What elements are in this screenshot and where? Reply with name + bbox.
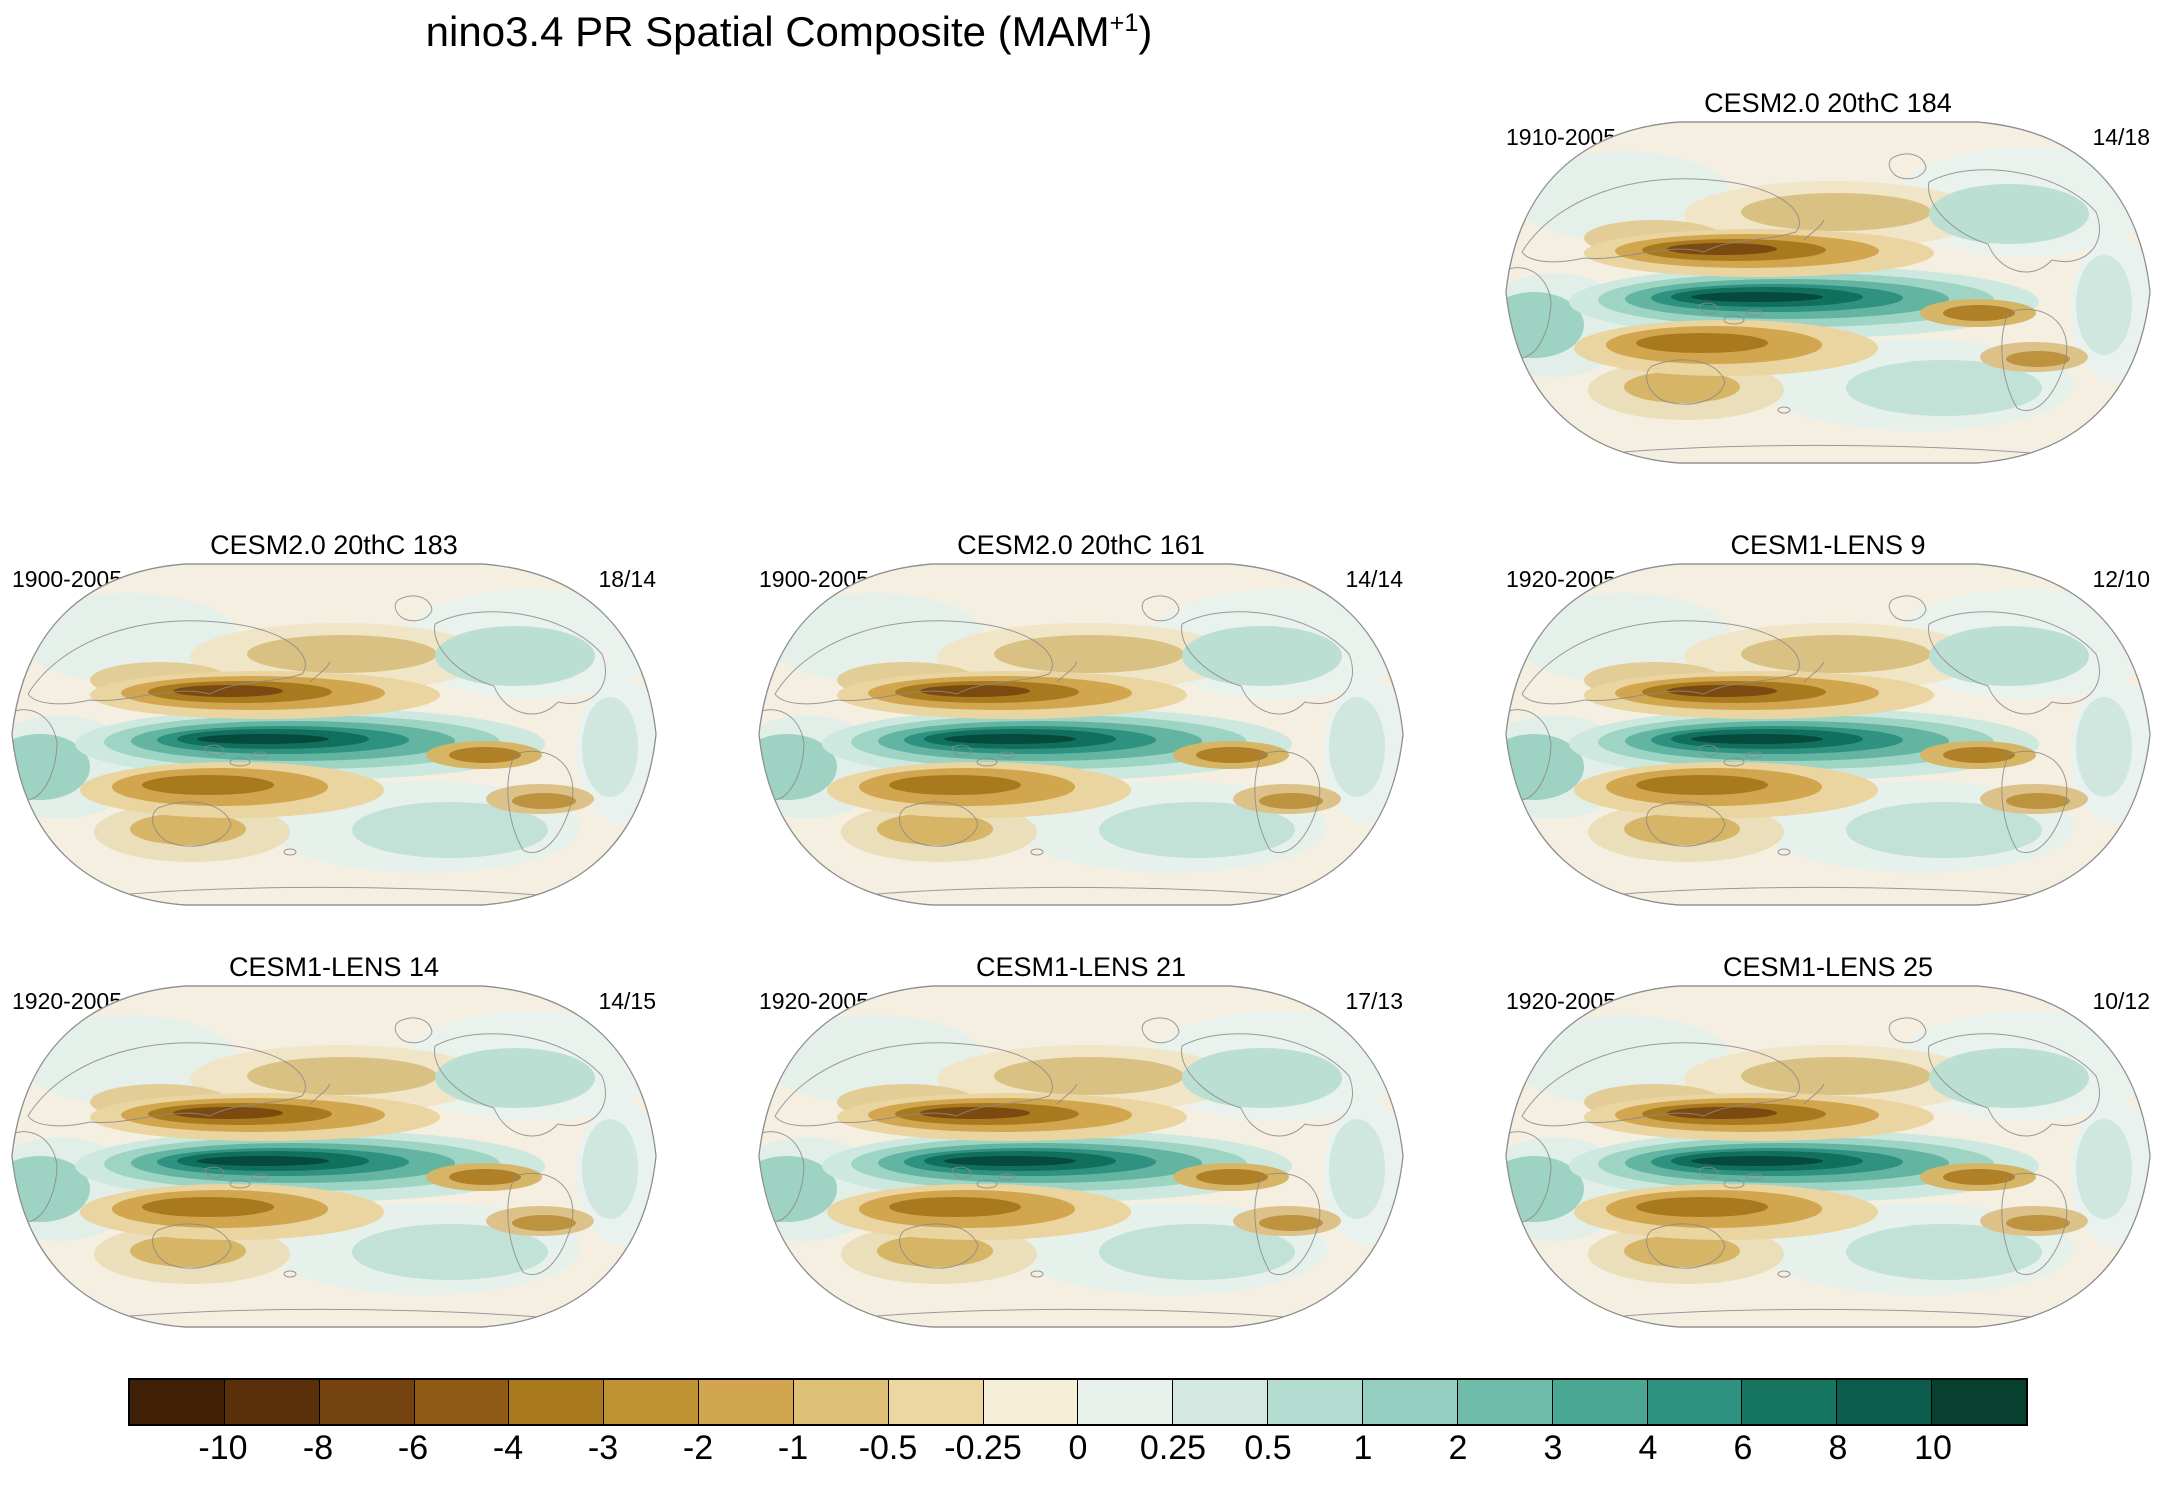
world-map [1505, 985, 2151, 1328]
colorbar-cell [130, 1380, 225, 1424]
figure-title-superscript: +1 [1109, 9, 1139, 37]
anomaly-field [1506, 147, 2150, 455]
world-map [758, 563, 1404, 906]
coastlines [12, 1017, 607, 1319]
colorbar-cell [1742, 1380, 1838, 1424]
panel-title: CESM1-LENS 25 [1722, 952, 1934, 982]
panel-cesm1-lens-21: CESM1-LENS 21 1920-2005 17/13 [757, 952, 1405, 1332]
world-map [1505, 121, 2151, 464]
panel-title: CESM2.0 20thC 184 [1704, 88, 1952, 118]
colorbar-tick-label: -0.5 [858, 1429, 918, 1467]
colorbar-cells [128, 1378, 2028, 1426]
panel-count-label: 12/10 [2092, 566, 2150, 592]
colorbar-tick-label: -4 [492, 1429, 524, 1467]
colorbar-tick-label: 10 [1914, 1429, 1952, 1467]
colorbar-tick-label: -2 [682, 1429, 714, 1467]
colorbar-cell [1932, 1380, 2026, 1424]
coastlines [759, 595, 1354, 897]
colorbar-tick-label: -3 [587, 1429, 619, 1467]
coastlines [1506, 153, 2101, 455]
colorbar-tick-label: 1 [1353, 1429, 1373, 1467]
colorbar-tick-label: -8 [302, 1429, 334, 1467]
coastlines [1506, 595, 2101, 897]
panel-count-label: 18/14 [598, 566, 656, 592]
world-map [1505, 563, 2151, 906]
colorbar-cell [1837, 1380, 1933, 1424]
coastlines [1506, 1017, 2101, 1319]
colorbar-cell [1268, 1380, 1363, 1424]
colorbar-cell [319, 1380, 415, 1424]
colorbar-cell [888, 1380, 984, 1424]
panel-cesm1-lens-14: CESM1-LENS 14 1920-2005 14/15 [10, 952, 658, 1332]
colorbar-tick-label: -10 [198, 1429, 248, 1467]
colorbar-cell [1078, 1380, 1174, 1424]
colorbar-cell [983, 1380, 1079, 1424]
panel-title: CESM1-LENS 9 [1730, 530, 1926, 560]
colorbar-labels: -10 -8 -6 -4 -3 -2 -1 -0.5 -0.25 0 0.25 0.5 1 2 3 4 6 8 10 [128, 1429, 2028, 1471]
colorbar-cell [1362, 1380, 1458, 1424]
colorbar-tick-label: -0.25 [944, 1429, 1022, 1467]
colorbar-tick-label: 6 [1733, 1429, 1753, 1467]
panel-cesm2-20thc-184: CESM2.0 20thC 184 1910-2005 14/18 [1504, 88, 2152, 468]
colorbar: -10 -8 -6 -4 -3 -2 -1 -0.5 -0.25 0 0.25 0.5 1 2 3 4 6 8 10 [128, 1378, 2028, 1471]
panel-cesm2-20thc-183: CESM2.0 20thC 183 1900-2005 18/14 [10, 530, 658, 910]
panel-count-label: 14/18 [2092, 124, 2150, 150]
colorbar-tick-label: 4 [1638, 1429, 1658, 1467]
colorbar-tick-label: -1 [777, 1429, 809, 1467]
colorbar-cell [1457, 1380, 1553, 1424]
colorbar-cell [1552, 1380, 1648, 1424]
anomaly-field [1506, 589, 2150, 897]
colorbar-cell [224, 1380, 320, 1424]
colorbar-cell [1647, 1380, 1743, 1424]
colorbar-cell [509, 1380, 605, 1424]
colorbar-cell [1173, 1380, 1269, 1424]
panel-count-label: 14/15 [598, 988, 656, 1014]
colorbar-cell [414, 1380, 510, 1424]
world-map [11, 985, 657, 1328]
figure-title-close: ) [1138, 8, 1153, 55]
panel-count-label: 14/14 [1345, 566, 1403, 592]
colorbar-tick-label: 0.5 [1244, 1429, 1292, 1467]
world-map [758, 985, 1404, 1328]
anomaly-field [1506, 1011, 2150, 1319]
panel-count-label: 10/12 [2092, 988, 2150, 1014]
panel-cesm1-lens-9: CESM1-LENS 9 1920-2005 12/10 [1504, 530, 2152, 910]
colorbar-cell [604, 1380, 700, 1424]
panel-title: CESM1-LENS 21 [975, 952, 1187, 982]
colorbar-tick-label: -6 [397, 1429, 429, 1467]
colorbar-tick-label: 3 [1543, 1429, 1563, 1467]
colorbar-cell [793, 1380, 889, 1424]
colorbar-tick-label: 0.25 [1139, 1429, 1207, 1467]
world-map [11, 563, 657, 906]
colorbar-tick-label: 8 [1828, 1429, 1848, 1467]
anomaly-field [759, 1011, 1403, 1319]
panel-title: CESM1-LENS 14 [228, 952, 440, 982]
figure-title: nino3.4 PR Spatial Composite (MAM+1) [426, 8, 1153, 56]
panel-title: CESM2.0 20thC 183 [210, 530, 458, 560]
colorbar-tick-label: 0 [1068, 1429, 1088, 1467]
panel-cesm1-lens-25: CESM1-LENS 25 1920-2005 10/12 [1504, 952, 2152, 1332]
panel-count-label: 17/13 [1345, 988, 1403, 1014]
figure-title-text: nino3.4 PR Spatial Composite (MAM [425, 8, 1110, 55]
anomaly-field [759, 589, 1403, 897]
colorbar-tick-label: 2 [1448, 1429, 1468, 1467]
coastlines [759, 1017, 1354, 1319]
panel-cesm2-20thc-161: CESM2.0 20thC 161 1900-2005 14/14 [757, 530, 1405, 910]
panel-title: CESM2.0 20thC 161 [957, 530, 1205, 560]
colorbar-cell [699, 1380, 794, 1424]
